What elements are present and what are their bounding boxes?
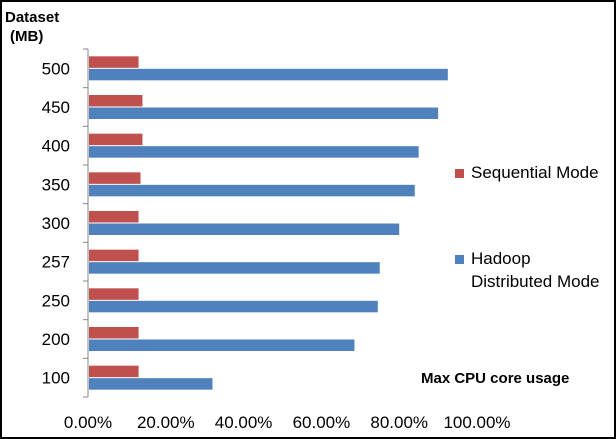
x-tick-label: 0.00% [64, 413, 112, 432]
y-axis-title-line: (MB) [10, 28, 43, 45]
bar-hadoop-distributed-mode [89, 68, 448, 81]
bar-sequential-mode [89, 211, 139, 223]
bar-sequential-mode [89, 95, 143, 107]
y-tick-label: 250 [42, 291, 70, 310]
y-tick-label: 300 [42, 214, 70, 233]
legend: Sequential Mode Hadoop Distributed Mode [455, 163, 600, 291]
legend-swatch [455, 169, 464, 178]
bar-hadoop-distributed-mode [89, 262, 380, 274]
legend-label: Sequential Mode [471, 163, 599, 182]
bar-hadoop-distributed-mode [89, 300, 378, 313]
y-tick-label: 200 [42, 330, 70, 349]
bar-hadoop-distributed-mode [89, 184, 415, 197]
y-tick-label: 100 [42, 369, 70, 388]
x-tick-label: 100.00% [443, 413, 510, 432]
axes [83, 48, 89, 398]
x-tick-label: 40.00% [215, 413, 273, 432]
bar-sequential-mode [89, 288, 139, 300]
x-tick-label: 60.00% [293, 413, 351, 432]
chart-annotation: Max CPU core usage [421, 370, 569, 387]
bar-hadoop-distributed-mode [89, 223, 400, 235]
legend-label: Distributed Mode [471, 272, 600, 291]
y-axis-title: Dataset (MB) [5, 9, 59, 45]
legend-label: Hadoop [471, 249, 531, 268]
y-tick-label: 400 [42, 137, 70, 156]
bar-sequential-mode [89, 56, 139, 68]
y-tick-label: 450 [42, 98, 70, 117]
bar-sequential-mode [89, 172, 141, 184]
bar-sequential-mode [89, 249, 139, 262]
x-tick-label: 80.00% [370, 413, 428, 432]
y-axis-title-line: Dataset [5, 9, 59, 26]
y-tick-label: 500 [42, 59, 70, 78]
bar-sequential-mode [89, 365, 139, 378]
bar-hadoop-distributed-mode [89, 146, 419, 158]
bar-hadoop-distributed-mode [89, 378, 213, 390]
bar-hadoop-distributed-mode [89, 339, 355, 351]
tick-labels: 100 200 250 257 300 350 400 450 500 0.00% 20.00% 40… [42, 59, 511, 432]
y-tick-label: 350 [42, 175, 70, 194]
bar-sequential-mode [89, 327, 139, 339]
bars [89, 56, 448, 390]
bar-sequential-mode [89, 133, 143, 146]
legend-swatch [455, 255, 464, 264]
bar-hadoop-distributed-mode [89, 107, 439, 119]
y-tick-label: 257 [42, 253, 70, 272]
x-tick-label: 20.00% [137, 413, 195, 432]
